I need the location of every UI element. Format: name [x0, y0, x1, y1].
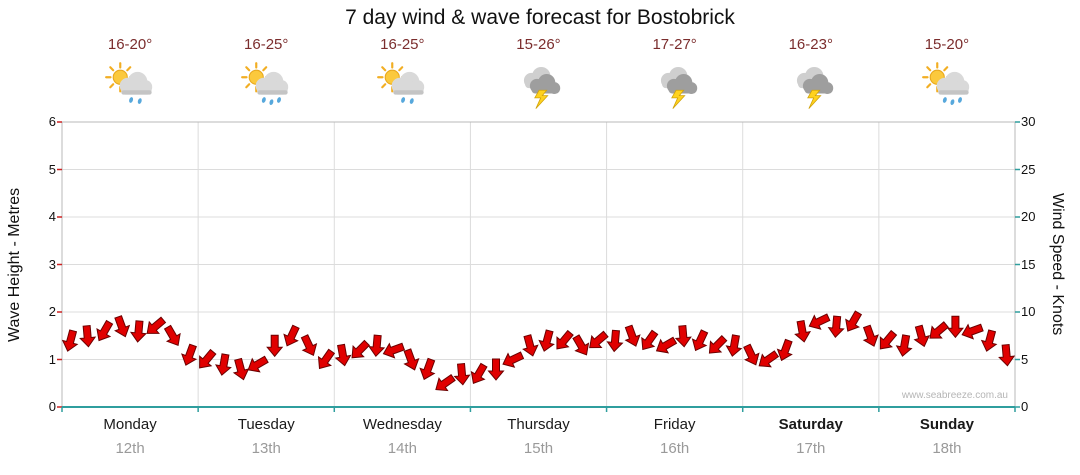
day-label: Monday	[103, 416, 157, 433]
right-axis-tick: 20	[1021, 209, 1036, 224]
right-axis-tick: 15	[1021, 256, 1036, 272]
day-label: Saturday	[778, 416, 843, 433]
sun-cloud-heavy-rain-icon	[921, 62, 970, 106]
right-axis-tick: 30	[1021, 114, 1036, 129]
day-temperature: 16-25°	[380, 36, 425, 53]
storm-icon	[524, 66, 561, 109]
day-date-row: 12th 13th 14th 15th 16th 17th 18th	[62, 440, 1015, 457]
sun-cloud-rain-icon	[377, 62, 425, 104]
left-axis-tick: 6	[48, 114, 56, 129]
day-date: 17th	[796, 440, 826, 457]
right-axis-tick: 10	[1021, 304, 1036, 319]
watermark: www.seabreeze.com.au	[901, 390, 1008, 401]
right-axis-tick: 0	[1021, 399, 1029, 414]
day-date: 18th	[932, 440, 962, 457]
temperature-row: 16-20° 16-25° 16-25° 15-26° 17-27° 16-23…	[62, 36, 1015, 53]
left-axis-tick: 1	[48, 351, 56, 367]
day-temperature: 15-26°	[516, 36, 561, 53]
storm-weather-icon	[743, 62, 879, 112]
storm-weather-icon	[607, 62, 743, 112]
day-date: 12th	[115, 440, 145, 457]
weather-icon-row	[62, 62, 1015, 112]
day-temperature: 16-20°	[107, 36, 153, 53]
day-date: 13th	[251, 440, 281, 457]
sun-cloud-rain-weather-icon	[334, 62, 470, 112]
left-axis-tick: 4	[48, 209, 56, 224]
left-axis-tick: 3	[48, 256, 56, 272]
sun-cloud-rain-weather-icon	[62, 62, 198, 112]
storm-weather-icon	[470, 62, 606, 112]
day-date: 16th	[660, 440, 690, 457]
sun-cloud-rain-icon	[105, 62, 153, 104]
day-temperature: 17-27°	[652, 36, 697, 53]
day-label: Wednesday	[362, 416, 442, 433]
day-date: 14th	[387, 440, 417, 457]
left-axis-tick: 0	[48, 399, 56, 414]
day-name-row: Monday Tuesday Wednesday Thursday Friday…	[62, 416, 1015, 433]
day-label: Sunday	[919, 416, 974, 433]
day-label: Tuesday	[237, 416, 295, 433]
day-temperature: 15-20°	[924, 36, 970, 53]
day-temperature: 16-23°	[788, 36, 833, 53]
sun-cloud-heavy-rain-icon	[241, 62, 289, 106]
storm-icon	[796, 66, 833, 109]
right-axis-tick: 5	[1021, 351, 1029, 367]
sun-cloud-heavy-rain-weather-icon	[198, 62, 334, 112]
day-date: 15th	[523, 440, 554, 457]
left-axis-tick: 5	[48, 161, 56, 177]
day-temperature: 16-25°	[244, 36, 289, 53]
right-axis-tick: 25	[1021, 161, 1036, 177]
storm-icon	[660, 66, 697, 109]
sun-cloud-heavy-rain-weather-icon	[879, 62, 1015, 112]
left-axis-tick: 2	[48, 304, 56, 319]
day-label: Friday	[653, 416, 696, 433]
page-title: 7 day wind & wave forecast for Bostobric…	[345, 6, 735, 29]
right-axis-title: Wind Speed - Knots	[1049, 193, 1066, 336]
day-label: Thursday	[507, 416, 570, 433]
